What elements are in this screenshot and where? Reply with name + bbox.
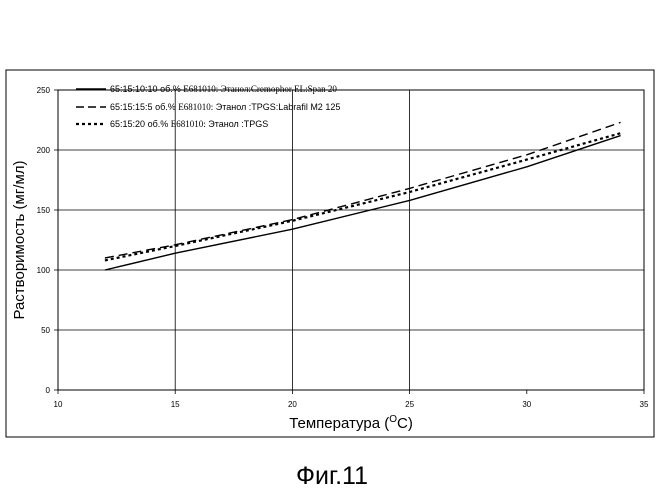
y-tick-label: 150 [37,206,51,215]
legend-text: 65:15:15:5 об.% E681010: Этанол :TPGS:La… [110,102,340,112]
x-tick-label: 20 [288,400,297,409]
y-tick-label: 50 [41,326,50,335]
legend-text: 65:15:10:10 об.% E681010: Этанол:Cremoph… [110,84,337,94]
legend-item: 65:15:15:5 об.% E681010: Этанол :TPGS:La… [76,102,340,112]
y-axis-title: Растворимость (мг/мл) [11,160,28,319]
series-lines [105,122,621,270]
x-axis-title: Температура (OC) [289,414,413,432]
series-line-dotted [105,133,621,260]
x-tick-label: 35 [640,400,649,409]
plot-area-frame [58,90,644,390]
y-tick-label: 250 [37,86,51,95]
legend-text: 65:15:20 об.% E681010: Этанол :TPGS [110,119,268,129]
legend-item: 65:15:20 об.% E681010: Этанол :TPGS [76,119,268,129]
grid-lines [58,90,644,390]
y-axis-ticks: 0 50 100 150 200 250 [37,86,58,395]
legend-item: 65:15:10:10 об.% E681010: Этанол:Cremoph… [76,84,337,94]
x-tick-label: 10 [54,400,63,409]
y-tick-label: 200 [37,146,51,155]
x-tick-label: 30 [522,400,531,409]
y-tick-label: 0 [46,386,51,395]
x-tick-label: 15 [171,400,180,409]
figure-caption: Фиг.11 [0,462,664,491]
x-axis-ticks: 10 15 20 25 30 35 [54,390,649,409]
legend: 65:15:10:10 об.% E681010: Этанол:Cremoph… [76,84,340,129]
x-tick-label: 25 [405,400,414,409]
chart-border [6,70,654,437]
y-tick-label: 100 [37,266,51,275]
series-line-dashed [105,122,621,258]
